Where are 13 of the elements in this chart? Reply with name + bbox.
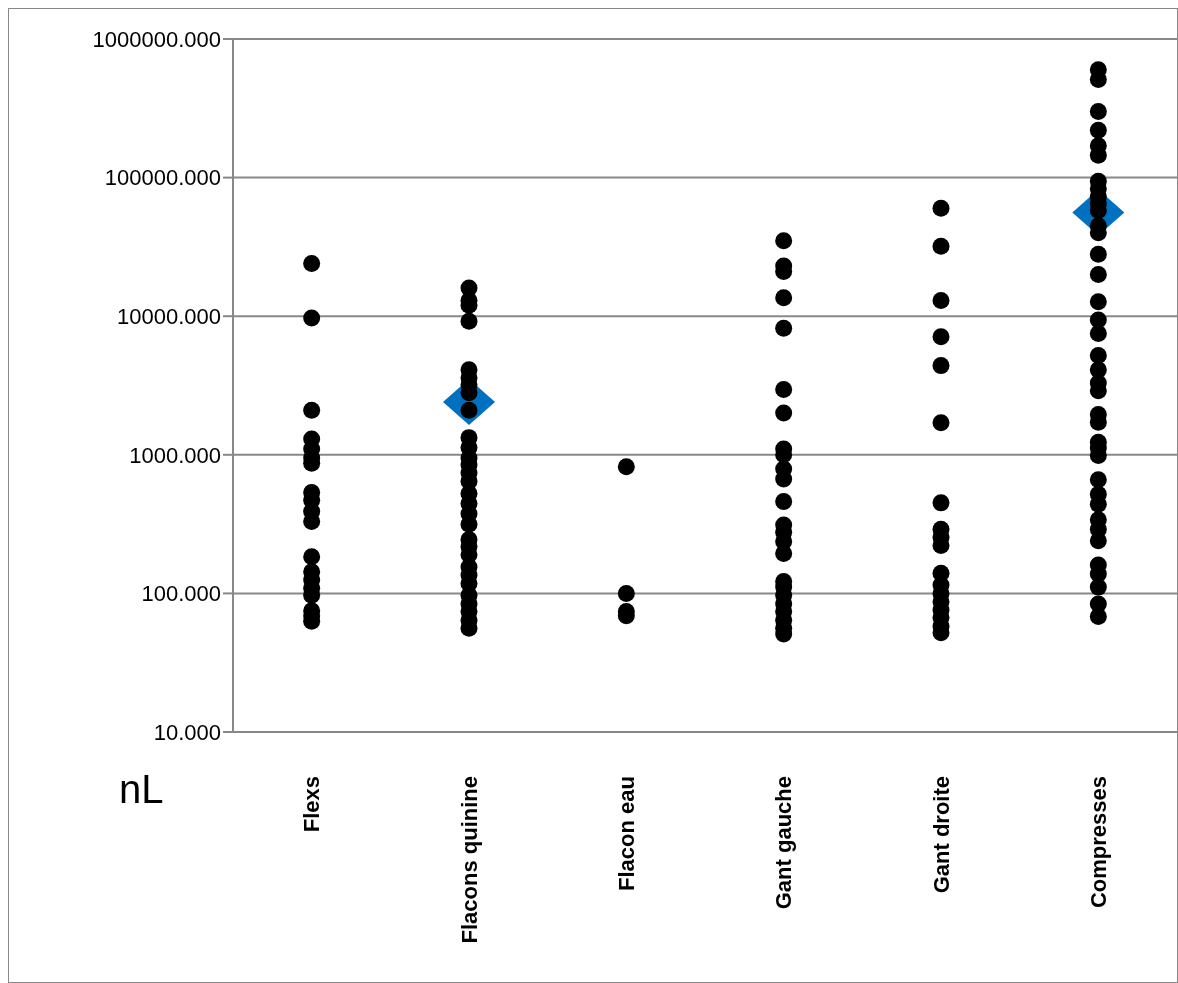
- y-tick-label: 100.000: [141, 581, 221, 607]
- y-tick-label: 1000.000: [129, 442, 221, 468]
- x-tick-label: Flexs: [299, 776, 325, 833]
- x-tick-label: Flacon eau: [613, 776, 639, 891]
- y-tick-label: 10.000: [153, 719, 221, 745]
- y-tick-label: 100000.000: [104, 165, 221, 191]
- x-tick-label: Gant droite: [928, 776, 954, 894]
- x-tick-label: Gant gauche: [771, 776, 797, 910]
- x-tick-label: Compresses: [1085, 776, 1111, 909]
- x-tick-label: Flacons quinine: [456, 776, 482, 944]
- y-tick-label: 1000000.000: [92, 26, 221, 52]
- y-axis-title: nL: [119, 767, 164, 812]
- y-tick-label: 10000.000: [117, 304, 221, 330]
